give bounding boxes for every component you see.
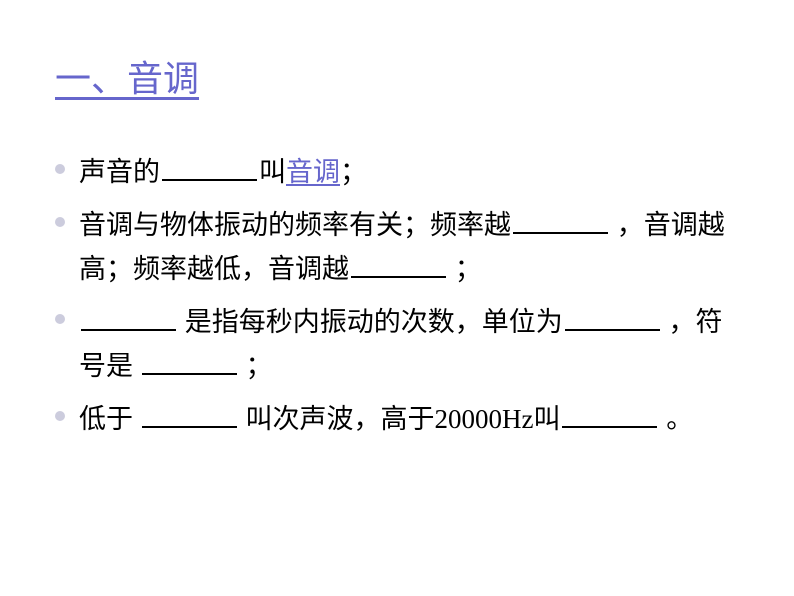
fill-blank xyxy=(565,304,660,331)
bullet-marker-icon xyxy=(55,314,65,324)
text-segment: 是指每秒内振动的次数，单位为 xyxy=(178,307,563,337)
fill-blank xyxy=(81,304,176,331)
text-segment: 叫 xyxy=(259,157,286,187)
fill-blank xyxy=(142,401,237,428)
text-segment: 声音的 xyxy=(79,157,160,187)
slide-container: 一、音调 声音的叫音调；音调与物体振动的频率有关；频率越 ，音调越高；频率越低，… xyxy=(0,0,794,489)
fill-blank xyxy=(162,154,257,181)
slide-title: 一、音调 xyxy=(55,50,739,102)
bullet-marker-icon xyxy=(55,217,65,227)
text-segment: 低于 xyxy=(79,404,140,434)
text-segment: ； xyxy=(239,351,273,381)
text-segment: 音调与物体振动的频率有关；频率越 xyxy=(79,210,511,240)
bullet-list: 声音的叫音调；音调与物体振动的频率有关；频率越 ，音调越高；频率越低，音调越 ；… xyxy=(55,150,739,441)
text-segment: 叫次声波，高于20000Hz叫 xyxy=(239,404,561,434)
fill-blank xyxy=(142,348,237,375)
bullet-text: 是指每秒内振动的次数，单位为 ，符号是 ； xyxy=(79,300,739,389)
bullet-item: 音调与物体振动的频率有关；频率越 ，音调越高；频率越低，音调越 ； xyxy=(55,203,739,292)
text-segment: 。 xyxy=(659,404,693,434)
bullet-text: 音调与物体振动的频率有关；频率越 ，音调越高；频率越低，音调越 ； xyxy=(79,203,739,292)
bullet-item: 是指每秒内振动的次数，单位为 ，符号是 ； xyxy=(55,300,739,389)
bullet-text: 低于 叫次声波，高于20000Hz叫 。 xyxy=(79,397,739,442)
keyword: 音调 xyxy=(286,157,340,187)
bullet-marker-icon xyxy=(55,164,65,174)
bullet-text: 声音的 叫音调； xyxy=(79,150,739,195)
text-segment: ； xyxy=(448,254,482,284)
bullet-item: 声音的 叫音调； xyxy=(55,150,739,195)
bullet-marker-icon xyxy=(55,411,65,421)
fill-blank xyxy=(562,401,657,428)
fill-blank xyxy=(351,251,446,278)
bullet-item: 低于 叫次声波，高于20000Hz叫 。 xyxy=(55,397,739,442)
text-segment: ； xyxy=(340,157,367,187)
fill-blank xyxy=(513,207,608,234)
